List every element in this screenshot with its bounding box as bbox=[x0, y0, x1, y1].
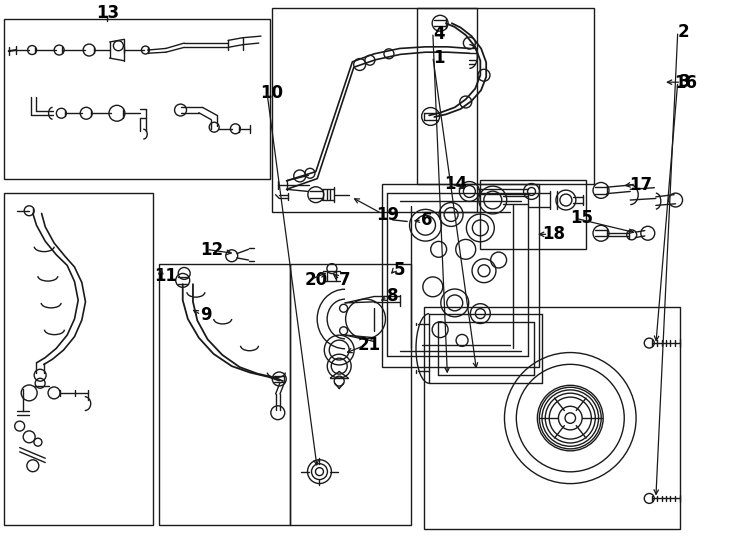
Bar bbox=[4, 19, 270, 179]
Text: 7: 7 bbox=[339, 272, 351, 289]
Text: 10: 10 bbox=[261, 84, 283, 102]
Text: 3: 3 bbox=[679, 73, 691, 91]
Bar bbox=[159, 264, 290, 525]
Text: 15: 15 bbox=[570, 210, 593, 227]
Text: 5: 5 bbox=[394, 261, 406, 279]
Bar bbox=[290, 264, 411, 525]
Text: 6: 6 bbox=[421, 211, 433, 229]
Text: 19: 19 bbox=[376, 206, 399, 224]
Text: 12: 12 bbox=[200, 241, 224, 259]
Text: 21: 21 bbox=[357, 336, 381, 354]
Bar bbox=[424, 307, 680, 529]
Text: 4: 4 bbox=[433, 25, 445, 43]
Bar bbox=[480, 180, 586, 249]
Bar bbox=[382, 184, 539, 367]
Bar bbox=[417, 8, 594, 184]
Text: 1: 1 bbox=[433, 49, 444, 66]
Text: 8: 8 bbox=[387, 287, 399, 306]
Bar bbox=[272, 8, 476, 212]
Text: 9: 9 bbox=[200, 306, 212, 323]
Text: 17: 17 bbox=[630, 176, 653, 194]
Text: 20: 20 bbox=[305, 272, 327, 289]
Text: 11: 11 bbox=[154, 267, 178, 285]
Text: 14: 14 bbox=[445, 175, 468, 193]
Bar bbox=[4, 193, 153, 525]
Text: 18: 18 bbox=[542, 225, 565, 244]
Text: 16: 16 bbox=[675, 75, 697, 92]
Text: 13: 13 bbox=[96, 4, 119, 22]
Text: 2: 2 bbox=[677, 23, 689, 42]
